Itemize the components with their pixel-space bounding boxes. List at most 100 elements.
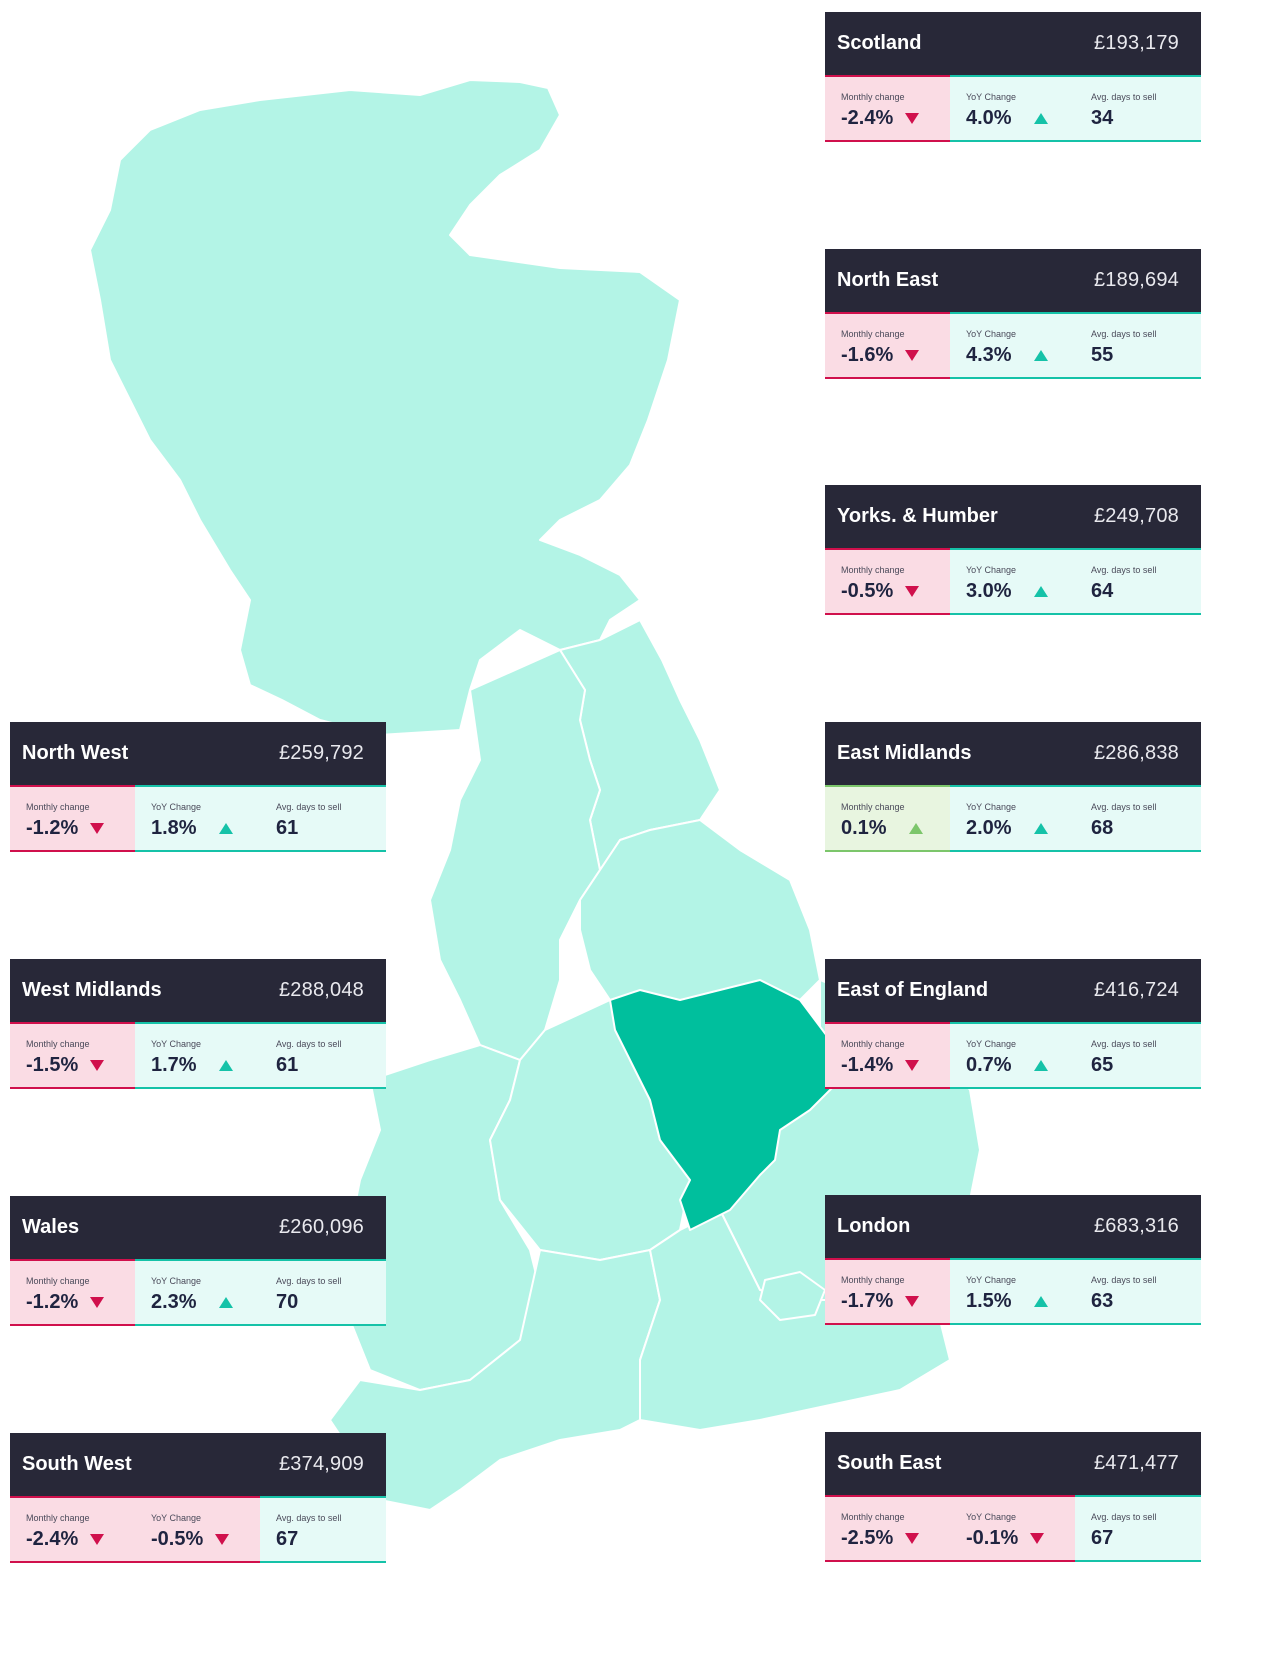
region-name: Yorks. & Humber bbox=[837, 505, 998, 527]
avg-days-to-sell-stat: Avg. days to sell 67 bbox=[260, 1496, 386, 1563]
yoy-change-stat: YoY Change -0.1% bbox=[950, 1495, 1075, 1562]
region-card-south-west: South West £374,909 Monthly change -2.4% YoY… bbox=[10, 1433, 386, 1563]
arrow-down-icon bbox=[90, 1060, 105, 1071]
region-card-south-east: South East £471,477 Monthly change -2.5% YoY… bbox=[825, 1432, 1201, 1562]
avg-days-to-sell-value: 68 bbox=[1091, 817, 1114, 839]
region-name: Wales bbox=[22, 1216, 80, 1238]
avg-days-to-sell-label: Avg. days to sell bbox=[276, 1513, 342, 1523]
avg-days-to-sell-label: Avg. days to sell bbox=[276, 1276, 342, 1286]
monthly-change-label: Monthly change bbox=[841, 565, 905, 575]
monthly-change-value: 0.1% bbox=[841, 817, 887, 839]
average-price: £189,694 bbox=[1093, 269, 1179, 291]
monthly-change-value: -2.5% bbox=[841, 1527, 894, 1549]
avg-days-to-sell-label: Avg. days to sell bbox=[1091, 329, 1157, 339]
arrow-down-icon bbox=[905, 586, 920, 597]
yoy-change-value: 0.7% bbox=[966, 1054, 1012, 1076]
arrow-up-icon bbox=[1033, 586, 1048, 597]
arrow-up-icon bbox=[218, 1060, 233, 1071]
map-region-scotland bbox=[89, 79, 681, 736]
region-card-stats: Monthly change -2.4% YoY Change -0.5% Avg. d… bbox=[10, 1496, 386, 1563]
monthly-change-label: Monthly change bbox=[26, 1276, 90, 1286]
yoy-change-value: 4.0% bbox=[966, 107, 1012, 129]
region-card-scotland: Scotland £193,179 Monthly change -2.4% YoY C… bbox=[825, 12, 1201, 142]
average-price: £286,838 bbox=[1093, 742, 1179, 764]
arrow-up-icon bbox=[1033, 823, 1048, 834]
average-price: £259,792 bbox=[278, 742, 364, 764]
avg-days-to-sell-label: Avg. days to sell bbox=[1091, 1039, 1157, 1049]
region-card-stats: Monthly change -1.2% YoY Change 1.8% Avg. da… bbox=[10, 785, 386, 852]
yoy-change-label: YoY Change bbox=[966, 92, 1017, 102]
yoy-change-value: 4.3% bbox=[966, 344, 1012, 366]
avg-days-to-sell-value: 61 bbox=[276, 1054, 299, 1076]
avg-days-to-sell-stat: Avg. days to sell 68 bbox=[1075, 785, 1201, 852]
yoy-change-value: 3.0% bbox=[966, 580, 1012, 602]
map-region-south-east bbox=[639, 1209, 951, 1431]
map-region-yorkshire bbox=[579, 819, 821, 1011]
monthly-change-label: Monthly change bbox=[841, 1039, 905, 1049]
region-card-header: Yorks. & Humber £249,708 bbox=[825, 485, 1201, 548]
avg-days-to-sell-label: Avg. days to sell bbox=[1091, 92, 1157, 102]
yoy-change-label: YoY Change bbox=[151, 1276, 202, 1286]
region-name: East of England bbox=[837, 979, 989, 1001]
monthly-change-label: Monthly change bbox=[26, 1513, 90, 1523]
yoy-change-stat: YoY Change 1.7% bbox=[135, 1022, 260, 1089]
avg-days-to-sell-label: Avg. days to sell bbox=[1091, 1275, 1157, 1285]
region-name: South East bbox=[837, 1452, 942, 1474]
monthly-change-stat: Monthly change -1.4% bbox=[825, 1022, 950, 1089]
arrow-down-icon bbox=[905, 1060, 920, 1071]
monthly-change-value: -1.5% bbox=[26, 1054, 79, 1076]
yoy-change-label: YoY Change bbox=[966, 1512, 1017, 1522]
avg-days-to-sell-stat: Avg. days to sell 55 bbox=[1075, 312, 1201, 379]
region-card-stats: Monthly change 0.1% YoY Change 2.0% Avg. day… bbox=[825, 785, 1201, 852]
monthly-change-value: -1.7% bbox=[841, 1290, 894, 1312]
monthly-change-label: Monthly change bbox=[841, 329, 905, 339]
region-card-header: East of England £416,724 bbox=[825, 959, 1201, 1022]
region-card-header: East Midlands £286,838 bbox=[825, 722, 1201, 785]
avg-days-to-sell-stat: Avg. days to sell 61 bbox=[260, 785, 386, 852]
map-region-north-west bbox=[429, 649, 601, 1061]
region-card-yorks-humber: Yorks. & Humber £249,708 Monthly change -0.… bbox=[825, 485, 1201, 615]
yoy-change-stat: YoY Change -0.5% bbox=[135, 1496, 260, 1563]
monthly-change-stat: Monthly change -2.4% bbox=[10, 1496, 135, 1563]
yoy-change-value: -0.5% bbox=[151, 1528, 204, 1550]
region-name: West Midlands bbox=[22, 979, 162, 1001]
arrow-down-icon bbox=[90, 1297, 105, 1308]
region-name: Scotland bbox=[837, 32, 922, 54]
region-card-east-of-england: East of England £416,724 Monthly change -1.… bbox=[825, 959, 1201, 1089]
arrow-down-icon bbox=[90, 823, 105, 834]
map-region-london bbox=[759, 1271, 826, 1321]
yoy-change-label: YoY Change bbox=[966, 1039, 1017, 1049]
monthly-change-value: -1.2% bbox=[26, 1291, 79, 1313]
yoy-change-stat: YoY Change 2.0% bbox=[950, 785, 1075, 852]
yoy-change-stat: YoY Change 4.3% bbox=[950, 312, 1075, 379]
avg-days-to-sell-label: Avg. days to sell bbox=[276, 802, 342, 812]
yoy-change-value: 1.7% bbox=[151, 1054, 197, 1076]
monthly-change-stat: Monthly change -1.7% bbox=[825, 1258, 950, 1325]
avg-days-to-sell-value: 63 bbox=[1091, 1290, 1114, 1312]
region-card-stats: Monthly change -1.4% YoY Change 0.7% Avg. da… bbox=[825, 1022, 1201, 1089]
monthly-change-value: -1.6% bbox=[841, 344, 894, 366]
monthly-change-label: Monthly change bbox=[26, 1039, 90, 1049]
region-card-header: South East £471,477 bbox=[825, 1432, 1201, 1495]
average-price: £193,179 bbox=[1093, 32, 1179, 54]
region-card-stats: Monthly change -1.7% YoY Change 1.5% Avg. da… bbox=[825, 1258, 1201, 1325]
region-card-stats: Monthly change -1.5% YoY Change 1.7% Avg. da… bbox=[10, 1022, 386, 1089]
average-price: £249,708 bbox=[1093, 505, 1179, 527]
yoy-change-label: YoY Change bbox=[151, 802, 202, 812]
yoy-change-label: YoY Change bbox=[151, 1513, 202, 1523]
avg-days-to-sell-value: 65 bbox=[1091, 1054, 1114, 1076]
yoy-change-stat: YoY Change 2.3% bbox=[135, 1259, 260, 1326]
arrow-down-icon bbox=[905, 113, 920, 124]
arrow-up-icon bbox=[218, 823, 233, 834]
region-name: South West bbox=[22, 1453, 132, 1475]
monthly-change-stat: Monthly change -1.5% bbox=[10, 1022, 135, 1089]
yoy-change-value: 2.0% bbox=[966, 817, 1012, 839]
monthly-change-label: Monthly change bbox=[841, 802, 905, 812]
arrow-up-icon bbox=[908, 823, 923, 834]
arrow-up-icon bbox=[1033, 350, 1048, 361]
yoy-change-label: YoY Change bbox=[966, 565, 1017, 575]
yoy-change-value: 2.3% bbox=[151, 1291, 197, 1313]
arrow-up-icon bbox=[218, 1297, 233, 1308]
avg-days-to-sell-stat: Avg. days to sell 61 bbox=[260, 1022, 386, 1089]
region-card-north-west: North West £259,792 Monthly change -1.2% YoY… bbox=[10, 722, 386, 852]
